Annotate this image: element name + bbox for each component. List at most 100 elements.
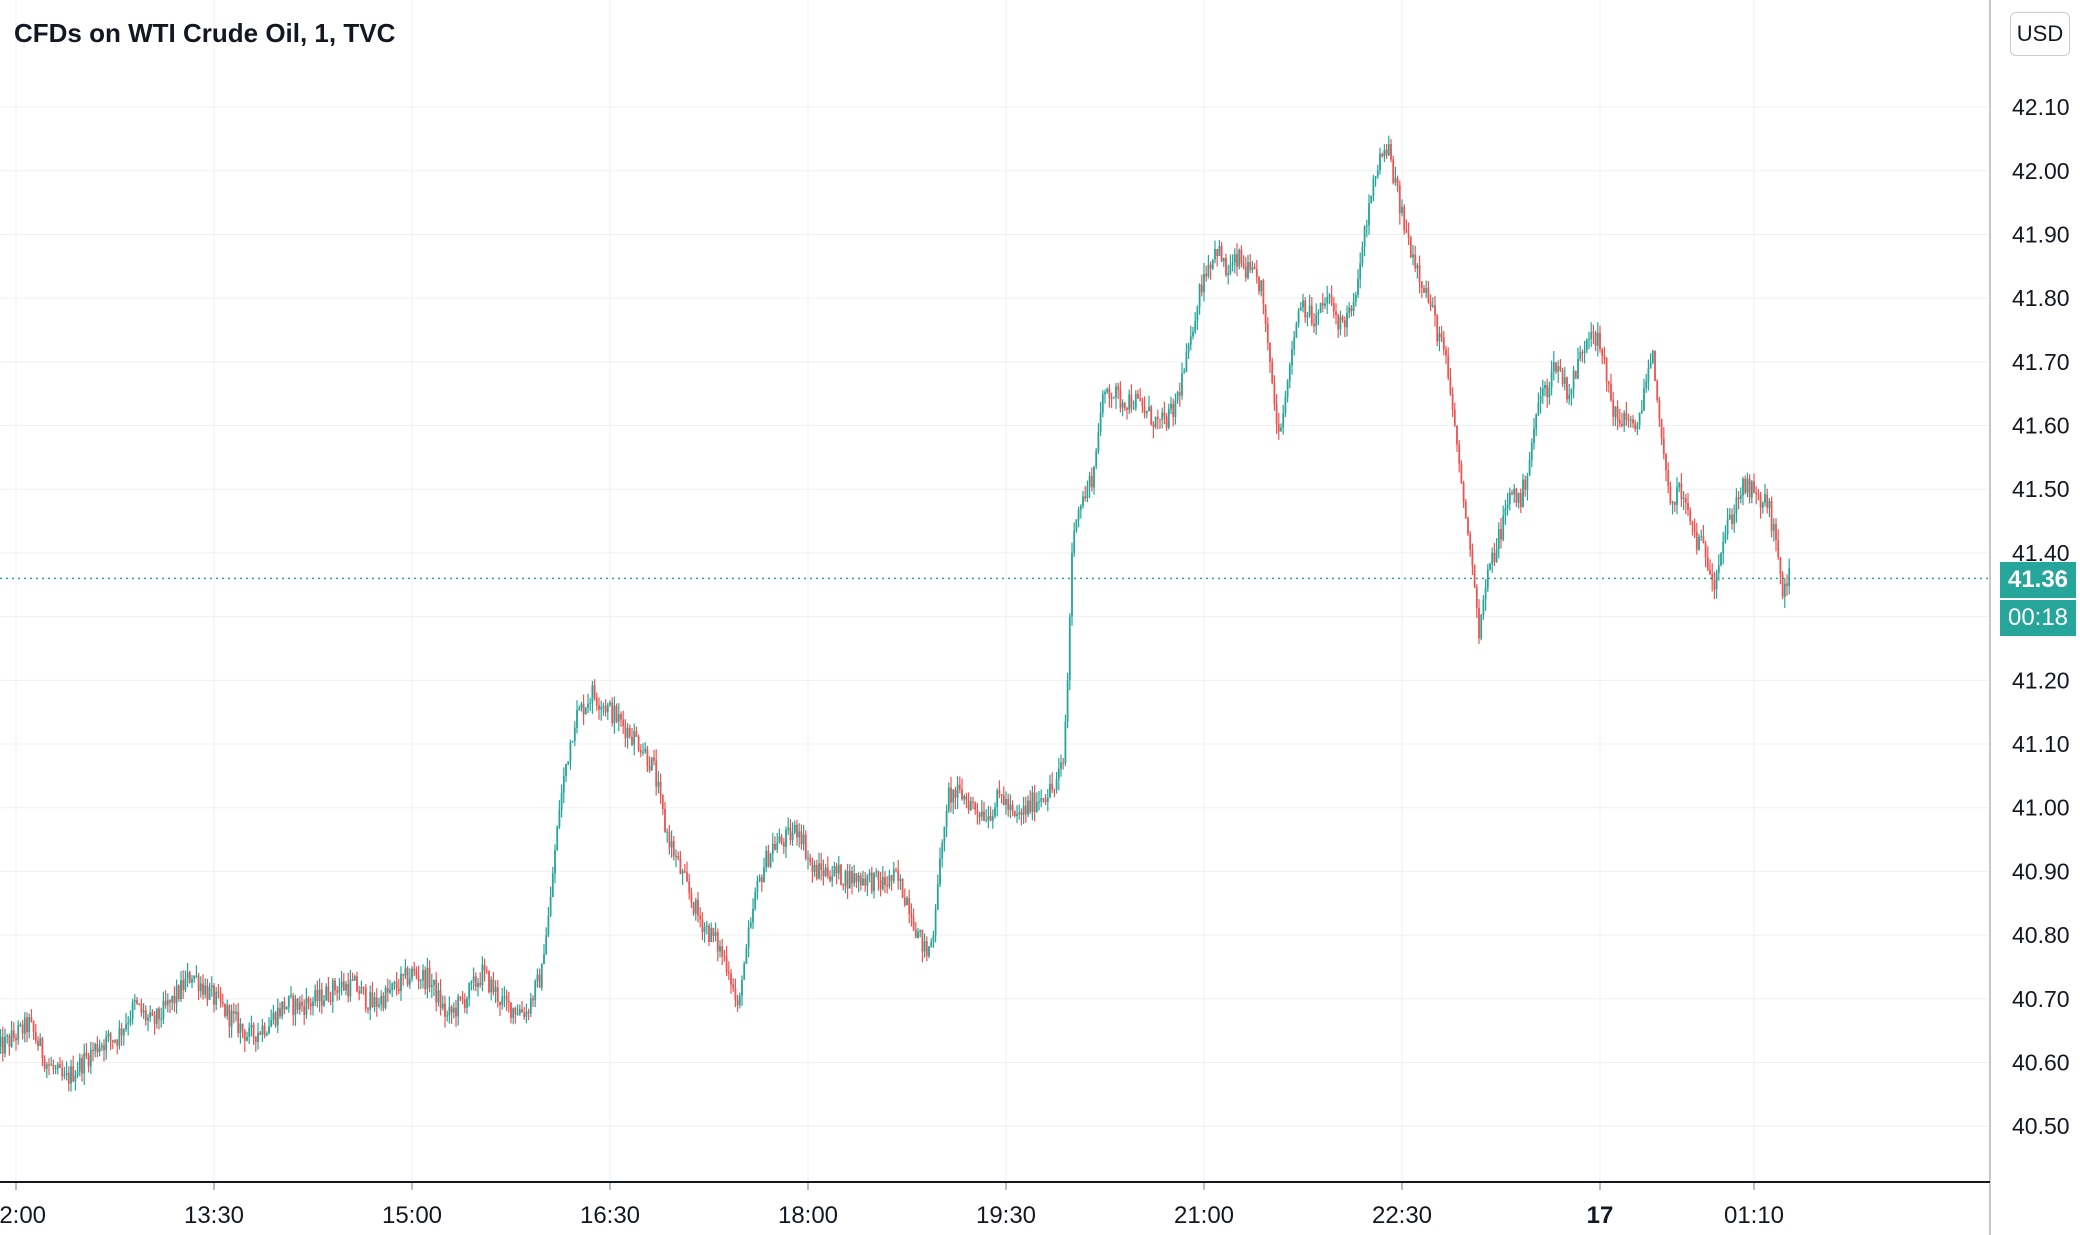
candle — [15, 1033, 17, 1051]
candle — [1649, 353, 1652, 369]
candle — [296, 997, 299, 1014]
candle — [1449, 367, 1452, 396]
candle — [1128, 389, 1131, 415]
candle — [378, 997, 380, 1009]
candle — [1244, 256, 1247, 282]
candle — [1603, 346, 1606, 365]
candle — [857, 872, 860, 893]
candle — [1280, 423, 1282, 432]
candle — [356, 971, 358, 993]
candle — [1726, 508, 1729, 540]
candle — [1143, 396, 1146, 419]
candle — [1126, 406, 1128, 420]
candle — [1709, 559, 1711, 576]
candle — [1165, 413, 1168, 431]
candle — [430, 973, 433, 999]
candle — [393, 980, 396, 991]
candle — [1722, 531, 1725, 565]
candle — [1687, 493, 1689, 516]
candle — [48, 1058, 50, 1076]
candle — [1104, 389, 1106, 404]
candle — [892, 861, 895, 884]
candle — [1271, 357, 1274, 385]
candle — [237, 1002, 240, 1038]
candle — [1612, 391, 1615, 427]
candle — [74, 1070, 77, 1091]
candle — [1486, 563, 1489, 592]
candle — [362, 986, 365, 995]
candle — [1139, 388, 1142, 402]
candle — [642, 743, 644, 756]
candle — [996, 788, 999, 817]
candle — [741, 975, 743, 1006]
candle — [886, 876, 889, 894]
candle — [529, 992, 532, 1017]
candle — [901, 878, 904, 899]
candle — [1317, 309, 1320, 326]
candle — [864, 872, 867, 892]
candle — [1324, 297, 1326, 309]
candle — [914, 922, 917, 939]
candle — [197, 972, 200, 1001]
candle — [1693, 518, 1696, 538]
candle — [505, 989, 508, 1011]
candle — [655, 749, 658, 796]
candle — [195, 965, 198, 979]
candle — [1475, 584, 1478, 619]
candle — [287, 995, 290, 1013]
candle — [578, 705, 581, 711]
candle — [323, 994, 325, 1008]
candle — [1654, 350, 1656, 382]
candle — [402, 973, 405, 986]
candle — [155, 1008, 158, 1029]
candle — [76, 1061, 79, 1079]
candle — [881, 866, 884, 891]
candle — [1539, 387, 1542, 414]
candle — [367, 1007, 369, 1014]
candle — [1508, 487, 1511, 511]
candle — [1407, 222, 1410, 246]
candle — [1308, 294, 1311, 318]
candle — [842, 883, 845, 891]
candle — [1755, 486, 1758, 505]
candle — [417, 965, 420, 990]
candle — [1524, 475, 1527, 497]
y-tick-label: 42.10 — [2012, 94, 2070, 120]
candle — [734, 978, 737, 1008]
candle — [1561, 367, 1564, 388]
candle — [1060, 754, 1062, 777]
x-tick-label: 21:00 — [1174, 1202, 1234, 1229]
candle — [52, 1059, 55, 1075]
candle — [111, 1039, 114, 1050]
candle — [342, 973, 345, 992]
candle — [43, 1055, 46, 1072]
candle — [919, 929, 922, 938]
y-tick-label: 40.60 — [2012, 1050, 2070, 1076]
candle — [433, 979, 435, 996]
candle — [1634, 419, 1637, 432]
candle — [270, 1009, 273, 1028]
candle — [274, 1011, 277, 1028]
candle — [879, 871, 882, 897]
candle — [147, 1013, 149, 1032]
y-tick-label: 40.80 — [2012, 922, 2070, 948]
candle — [455, 999, 457, 1027]
y-tick-label: 40.50 — [2012, 1113, 2070, 1139]
candle — [978, 811, 981, 825]
candle — [1346, 305, 1348, 337]
candle — [1321, 293, 1324, 313]
candle — [831, 865, 834, 887]
candle — [358, 985, 361, 1001]
candle — [1484, 578, 1487, 611]
currency-button[interactable]: USD — [2010, 12, 2070, 56]
candle — [694, 897, 697, 921]
candle — [617, 703, 620, 732]
candle — [1535, 413, 1538, 437]
candle — [468, 982, 471, 1007]
y-tick-label: 41.50 — [2012, 476, 2070, 502]
candle — [250, 1015, 253, 1037]
candle — [1623, 410, 1626, 432]
candle — [1227, 264, 1230, 285]
